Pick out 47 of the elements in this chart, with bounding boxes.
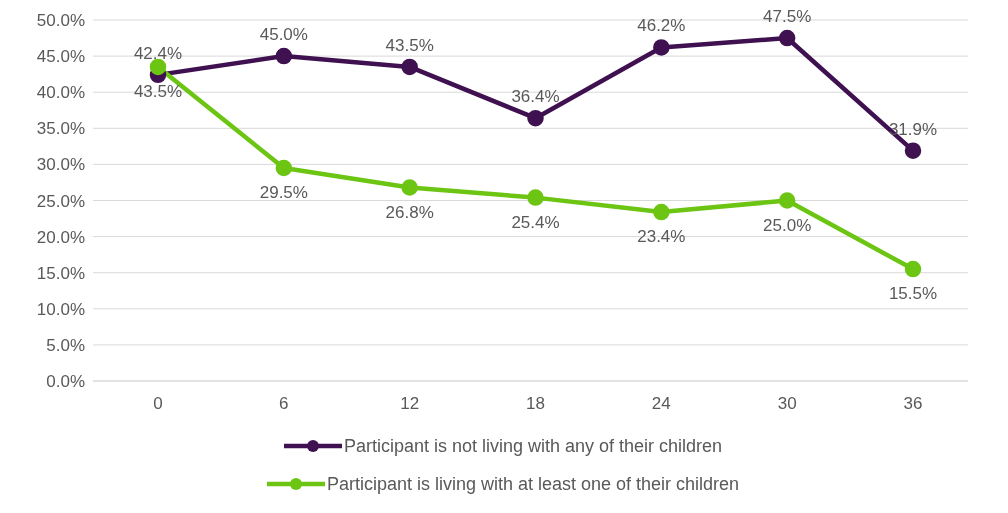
y-tick-label: 50.0% xyxy=(36,11,85,31)
data-label: 43.5% xyxy=(385,35,434,55)
x-tick-label: 12 xyxy=(400,394,420,414)
data-label: 47.5% xyxy=(763,7,812,27)
point xyxy=(401,179,418,196)
legend-label: Participant is not living with any of their children xyxy=(343,435,723,457)
data-label: 25.4% xyxy=(511,212,560,232)
point xyxy=(275,159,293,177)
data-label: 26.8% xyxy=(385,202,434,222)
y-tick-label: 40.0% xyxy=(36,83,85,103)
x-tick-label: 0 xyxy=(153,394,163,414)
y-tick-label: 20.0% xyxy=(36,227,85,247)
data-label: 25.0% xyxy=(763,215,812,235)
y-tick-label: 10.0% xyxy=(36,299,85,319)
y-tick-label: 15.0% xyxy=(36,263,85,283)
point xyxy=(904,142,922,159)
y-tick-label: 30.0% xyxy=(36,155,85,175)
point xyxy=(778,29,796,47)
y-tick-label: 35.0% xyxy=(36,119,85,139)
x-tick-label: 24 xyxy=(651,394,671,414)
point xyxy=(653,39,670,56)
x-tick-label: 18 xyxy=(526,394,545,414)
data-label: 46.2% xyxy=(637,16,686,36)
point xyxy=(527,109,544,127)
point xyxy=(527,189,544,206)
point xyxy=(275,47,293,65)
point xyxy=(904,260,922,278)
data-label: 36.4% xyxy=(511,87,560,107)
y-tick-label: 25.0% xyxy=(36,191,85,211)
legend-label: Participant is living with at least one of their children xyxy=(326,473,740,495)
y-tick-label: 45.0% xyxy=(36,47,85,67)
y-tick-label: 0.0% xyxy=(46,372,85,392)
data-label: 29.5% xyxy=(259,183,308,203)
data-label: 15.5% xyxy=(888,284,938,304)
data-label: 45.0% xyxy=(259,25,308,45)
point xyxy=(149,58,167,76)
data-label: 43.5% xyxy=(133,81,183,101)
data-label: 42.4% xyxy=(133,43,183,63)
data-label: 23.4% xyxy=(637,227,686,247)
y-tick-label: 5.0% xyxy=(46,335,85,355)
x-tick-label: 30 xyxy=(777,394,797,414)
data-label: 31.9% xyxy=(888,119,938,139)
point xyxy=(401,58,418,76)
point xyxy=(653,203,670,221)
x-tick-label: 6 xyxy=(279,394,289,414)
point xyxy=(778,192,796,209)
x-tick-label: 36 xyxy=(903,394,923,414)
